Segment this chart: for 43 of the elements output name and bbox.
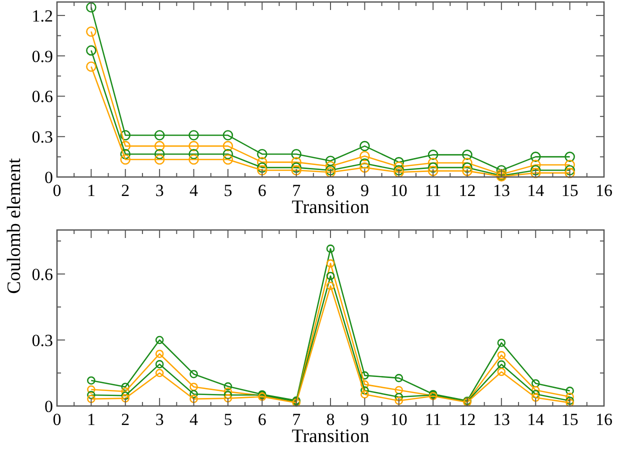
x-tick-label: 15	[561, 410, 578, 429]
y-tick-label: 0	[44, 168, 53, 187]
x-tick-label: 12	[458, 410, 476, 429]
y-tick-label: 0.9	[32, 46, 53, 66]
x-tick-label: 2	[121, 410, 130, 429]
x-tick-label: 10	[390, 181, 408, 200]
x-tick-label: 16	[596, 181, 612, 200]
x-tick-label: 13	[492, 410, 510, 429]
x-tick-label: 12	[458, 181, 476, 200]
x-tick-label: 6	[258, 410, 266, 429]
x-tick-label: 9	[360, 181, 369, 200]
y-axis-title: Coulomb element	[4, 157, 25, 294]
x-tick-label: 9	[360, 410, 369, 429]
x-tick-label: 4	[190, 410, 198, 429]
x-tick-label: 15	[561, 181, 578, 200]
x-axis-title: Transition	[292, 197, 370, 218]
x-tick-label: 8	[326, 181, 335, 200]
x-tick-label: 3	[155, 181, 164, 200]
y-tick-label: 1.2	[32, 6, 53, 26]
y-tick-label: 0.3	[32, 331, 53, 350]
x-tick-label: 10	[390, 410, 408, 429]
x-axis-title: Transition	[292, 426, 370, 447]
x-tick-label: 13	[492, 181, 510, 200]
x-tick-label: 11	[424, 410, 442, 429]
x-tick-label: 6	[258, 181, 266, 200]
x-tick-label: 7	[292, 410, 302, 429]
x-tick-label: 7	[292, 181, 302, 200]
x-tick-label: 5	[224, 410, 232, 429]
x-tick-label: 14	[527, 410, 545, 429]
x-tick-label: 1	[86, 410, 96, 429]
y-tick-label: 0.6	[32, 265, 53, 284]
x-tick-label: 11	[424, 181, 442, 200]
x-tick-label: 8	[326, 410, 335, 429]
y-tick-label: 0.6	[32, 87, 53, 106]
x-tick-label: 14	[527, 181, 545, 200]
x-tick-label: 1	[86, 181, 96, 200]
x-tick-label: 3	[155, 410, 164, 429]
x-tick-label: 16	[596, 410, 612, 429]
y-tick-label: 0.3	[32, 128, 53, 147]
x-tick-label: 5	[224, 181, 232, 200]
y-tick-label: 0	[44, 397, 53, 416]
x-tick-label: 4	[190, 181, 198, 200]
x-tick-label: 2	[121, 181, 130, 200]
